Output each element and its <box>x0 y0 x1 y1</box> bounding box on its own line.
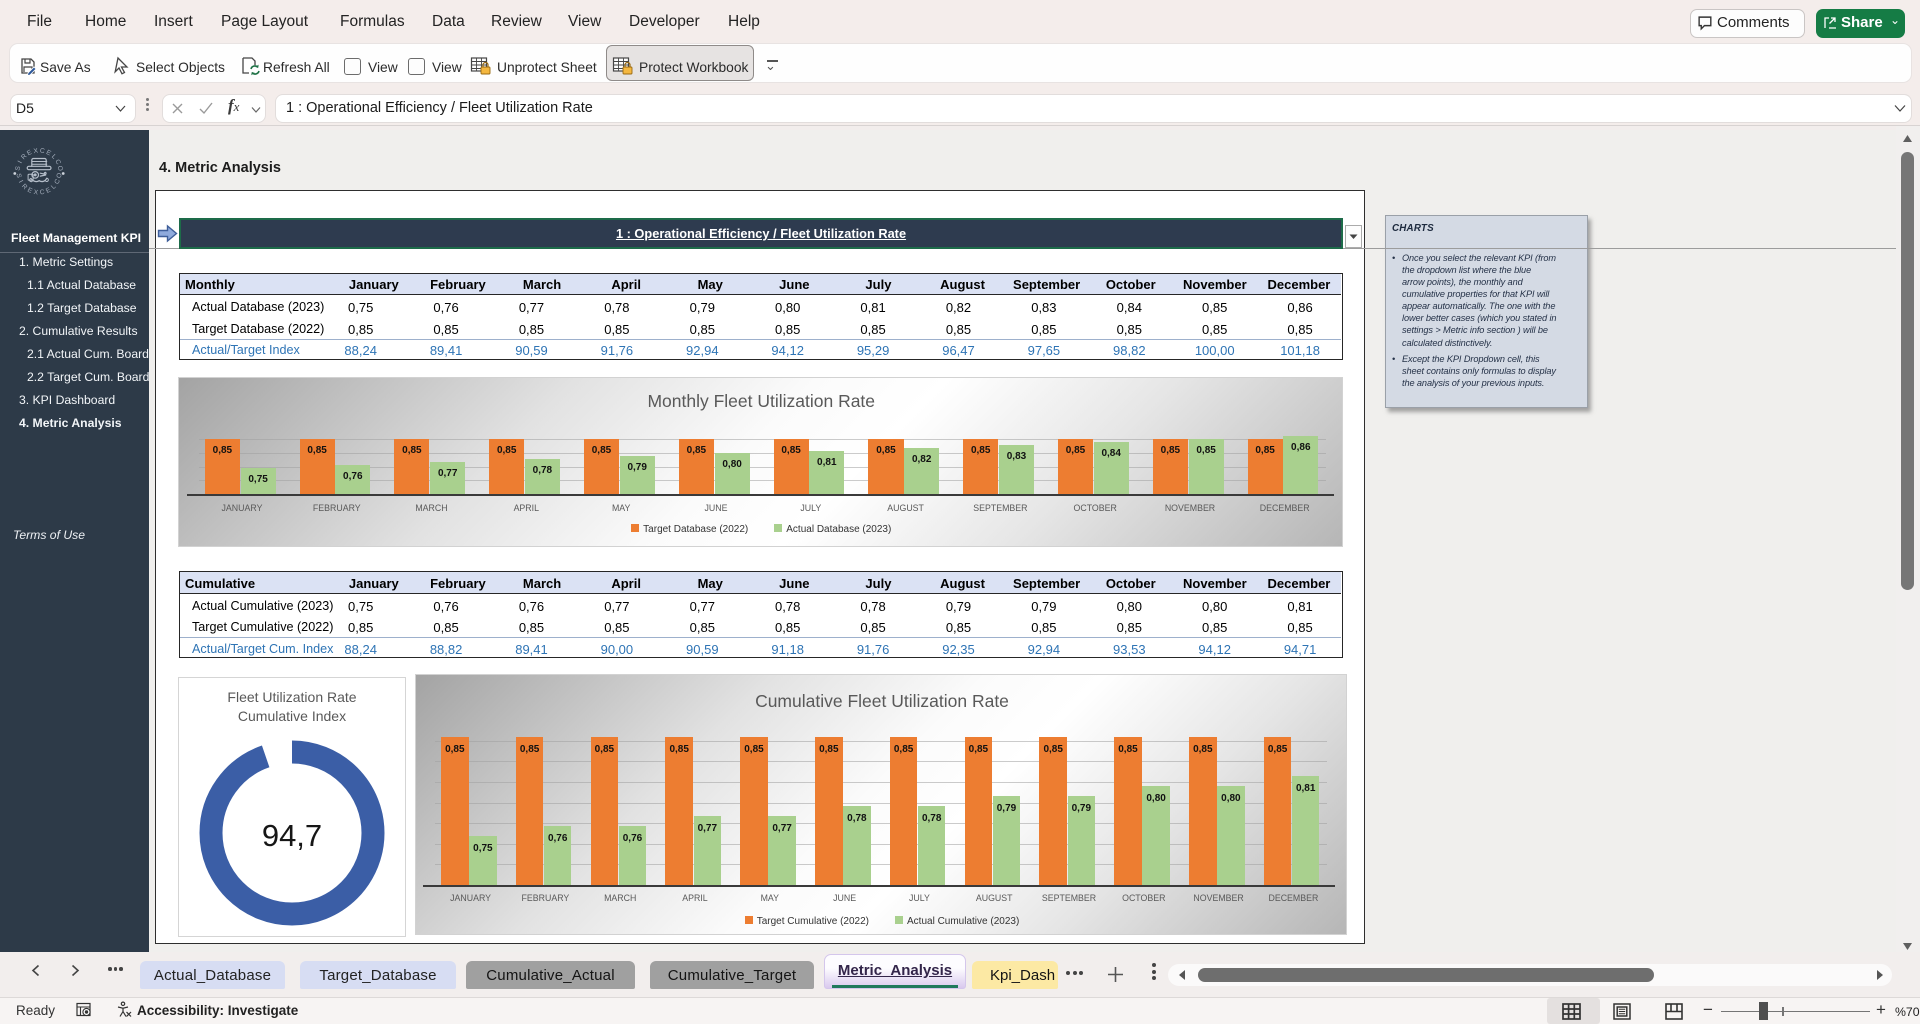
svg-text:E: E <box>26 187 34 196</box>
svg-text:E: E <box>45 186 53 195</box>
svg-text:C: C <box>53 178 62 186</box>
svg-text:C: C <box>53 158 62 166</box>
svg-text:I: I <box>17 160 24 165</box>
svg-text:I: I <box>17 179 24 184</box>
svg-text:C: C <box>39 189 45 197</box>
svg-text:E: E <box>26 149 34 158</box>
svg-text:S: S <box>14 173 22 179</box>
svg-text:E: E <box>45 149 53 158</box>
svg-text:L: L <box>50 183 58 191</box>
svg-text:L: L <box>50 153 58 161</box>
svg-text:R: R <box>20 153 28 161</box>
svg-text:X: X <box>33 189 39 197</box>
svg-text:O: O <box>56 172 64 178</box>
svg-text:X: X <box>33 147 39 155</box>
svg-text:S: S <box>14 165 22 171</box>
svg-text:O: O <box>56 165 64 171</box>
svg-text:R: R <box>20 183 28 191</box>
svg-text:C: C <box>39 147 45 155</box>
